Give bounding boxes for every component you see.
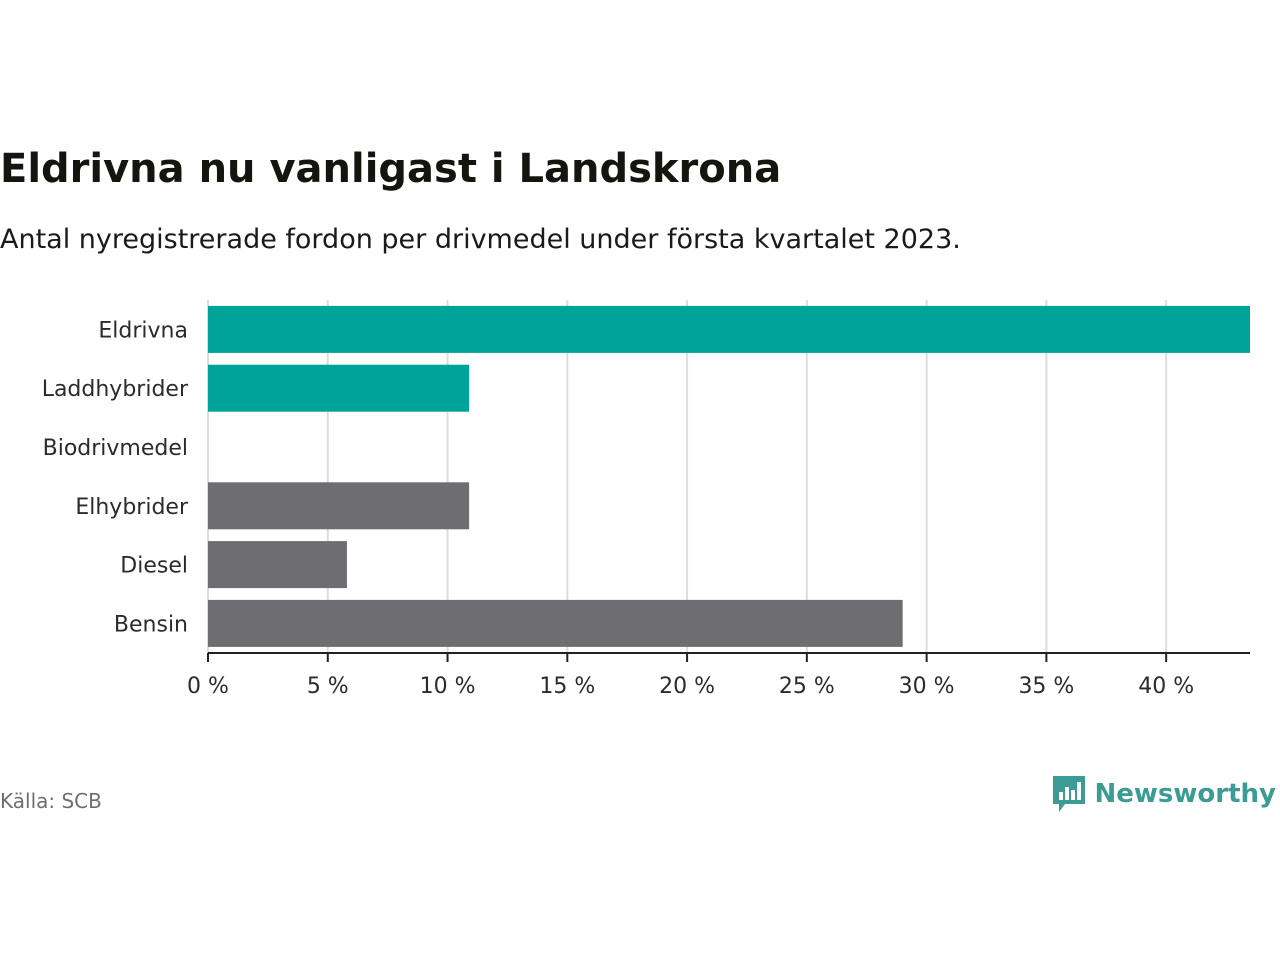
category-labels: Eldrivna Laddhybrider Biodrivmedel Elhybrid…	[42, 318, 189, 637]
bar-chart: 0 % 5 % 10 % 15 % 20 % 25 % 30 % 35 % 40 % Eldri…	[42, 300, 1250, 699]
source-note: Källa: SCB	[0, 789, 102, 813]
x-tick-label: 15 %	[539, 674, 595, 699]
bars	[208, 305, 1250, 647]
brand-logo: Newsworthy	[1051, 774, 1276, 814]
newsworthy-logo-icon	[1051, 774, 1087, 814]
category-label: Biodrivmedel	[43, 436, 188, 461]
x-tick-label: 20 %	[659, 674, 715, 699]
chart-title: Eldrivna nu vanligast i Landskrona	[0, 146, 782, 192]
brand-name: Newsworthy	[1094, 779, 1276, 809]
x-tick-label: 25 %	[779, 674, 835, 699]
x-tick-label: 5 %	[307, 674, 349, 699]
x-tick-label: 10 %	[420, 674, 476, 699]
x-tick-label: 35 %	[1018, 674, 1074, 699]
x-axis: 0 % 5 % 10 % 15 % 20 % 25 % 30 % 35 % 40 %	[187, 652, 1250, 699]
category-label: Bensin	[114, 612, 188, 637]
category-label: Laddhybrider	[42, 377, 189, 402]
bar-laddhybrider	[208, 364, 470, 412]
x-tick-label: 30 %	[899, 674, 955, 699]
category-label: Eldrivna	[98, 318, 188, 343]
gridlines	[207, 300, 1168, 653]
chart-subtitle: Antal nyregistrerade fordon per drivmede…	[0, 224, 961, 255]
bar-diesel	[208, 541, 347, 589]
category-label: Diesel	[120, 554, 188, 579]
bar-elhybrider	[208, 482, 470, 530]
x-tick-label: 40 %	[1138, 674, 1194, 699]
category-label: Elhybrider	[75, 495, 189, 520]
x-tick-label: 0 %	[187, 674, 229, 699]
bar-eldrivna	[208, 305, 1250, 353]
bar-bensin	[208, 599, 903, 647]
